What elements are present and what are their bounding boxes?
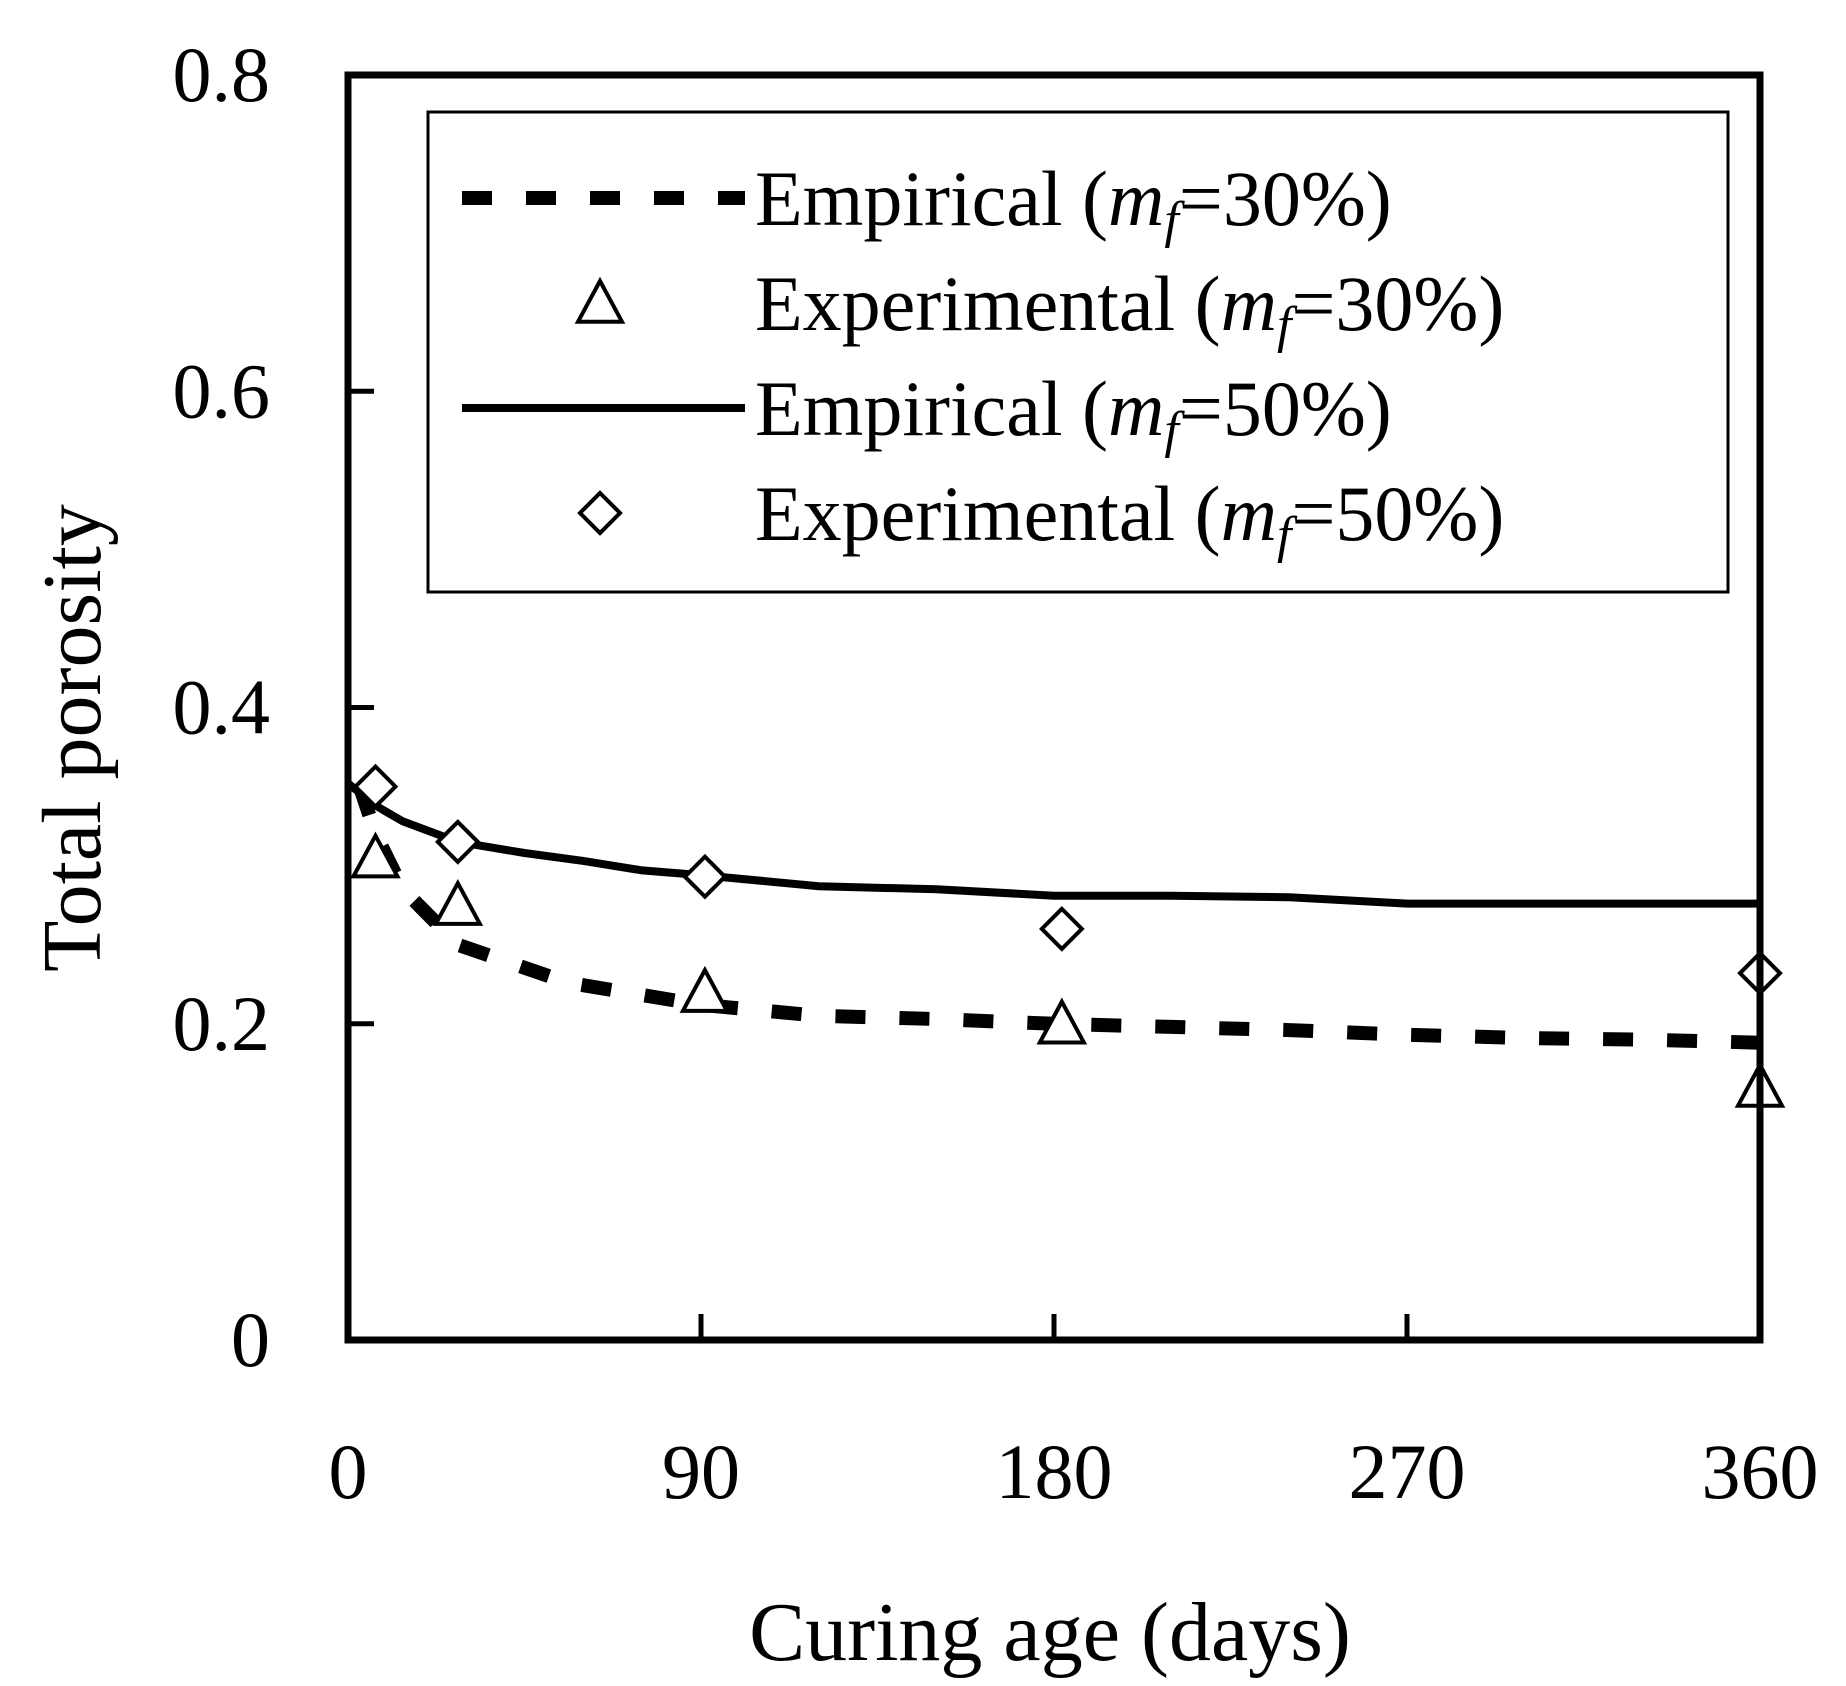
plot-area [345,763,1786,1108]
data-point-experimental-50 [352,763,399,810]
data-point-experimental-30 [350,831,401,879]
data-point-experimental-50 [1039,906,1085,952]
y-tick-label: 0 [231,1296,270,1383]
legend-label: Experimental (mf=50%) [755,470,1504,564]
legend: Empirical (mf=30%) Experimental (mf=30%) E… [426,110,1730,594]
legend-label: Experimental (mf=30%) [755,260,1504,354]
y-axis-title: Total porosity [26,504,119,972]
data-point-experimental-50 [434,819,481,865]
legend-marker-experimental-30 [574,276,626,324]
y-tick-label: 0.8 [173,31,271,118]
legend-marker-experimental-50 [577,490,623,536]
x-tick-label: 180 [996,1428,1113,1515]
x-tick-label: 360 [1702,1428,1819,1515]
y-tick-label: 0.4 [173,664,271,751]
data-point-experimental-30 [1036,997,1088,1045]
x-tick-label: 90 [662,1428,740,1515]
x-tick-label: 0 [329,1428,368,1515]
y-tick-label: 0.6 [173,347,271,434]
legend-box [426,110,1730,594]
data-point-experimental-50 [682,853,728,900]
x-tick-label: 270 [1349,1428,1466,1515]
legend-label: Empirical (mf=50%) [755,365,1392,459]
x-axis-title: Curing age (days) [749,1586,1351,1679]
legend-label: Empirical (mf=30%) [755,155,1392,249]
data-point-experimental-30 [432,878,484,926]
y-tick-label: 0.2 [173,980,271,1067]
data-point-experimental-30 [679,965,731,1013]
axes: 0 0.2 0.4 0.6 0.8 0 90 180 270 360 [173,31,1819,1515]
series-line-empirical-30 [353,784,1761,1050]
series-line-empirical-50 [345,780,1760,908]
